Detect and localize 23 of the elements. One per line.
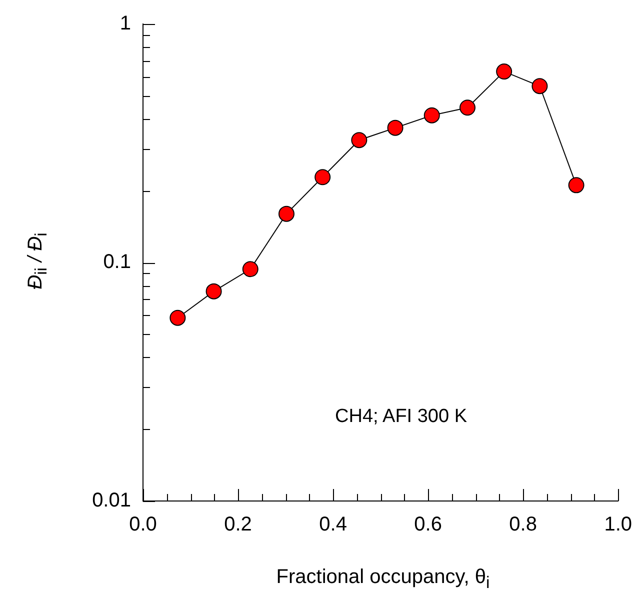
y-tick-label: 0.01 [92,490,131,512]
x-tick-label: 0.4 [319,514,347,536]
annotation: CH4; AFI 300 K [335,406,468,428]
x-axis-title: Fractional occupancy, θ$_{i}$ [275,566,491,593]
point [568,177,584,194]
point [532,78,548,94]
point [496,64,512,80]
point [459,100,476,116]
point [424,107,440,124]
x-tick-label: 1.0 [604,514,632,536]
x-tick-label: 0.6 [414,514,442,536]
x-tick-label: 0.0 [129,514,157,536]
x-tick-label: 0.2 [224,514,252,536]
point [170,310,186,326]
point [387,120,404,136]
x-tick-label: 0.8 [509,514,537,536]
point [314,169,331,186]
point [351,132,368,148]
y-tick-label: 1 [120,12,131,35]
point [242,261,258,278]
point [278,206,294,222]
point [206,283,222,300]
y-tick-label: 0.1 [103,251,131,274]
